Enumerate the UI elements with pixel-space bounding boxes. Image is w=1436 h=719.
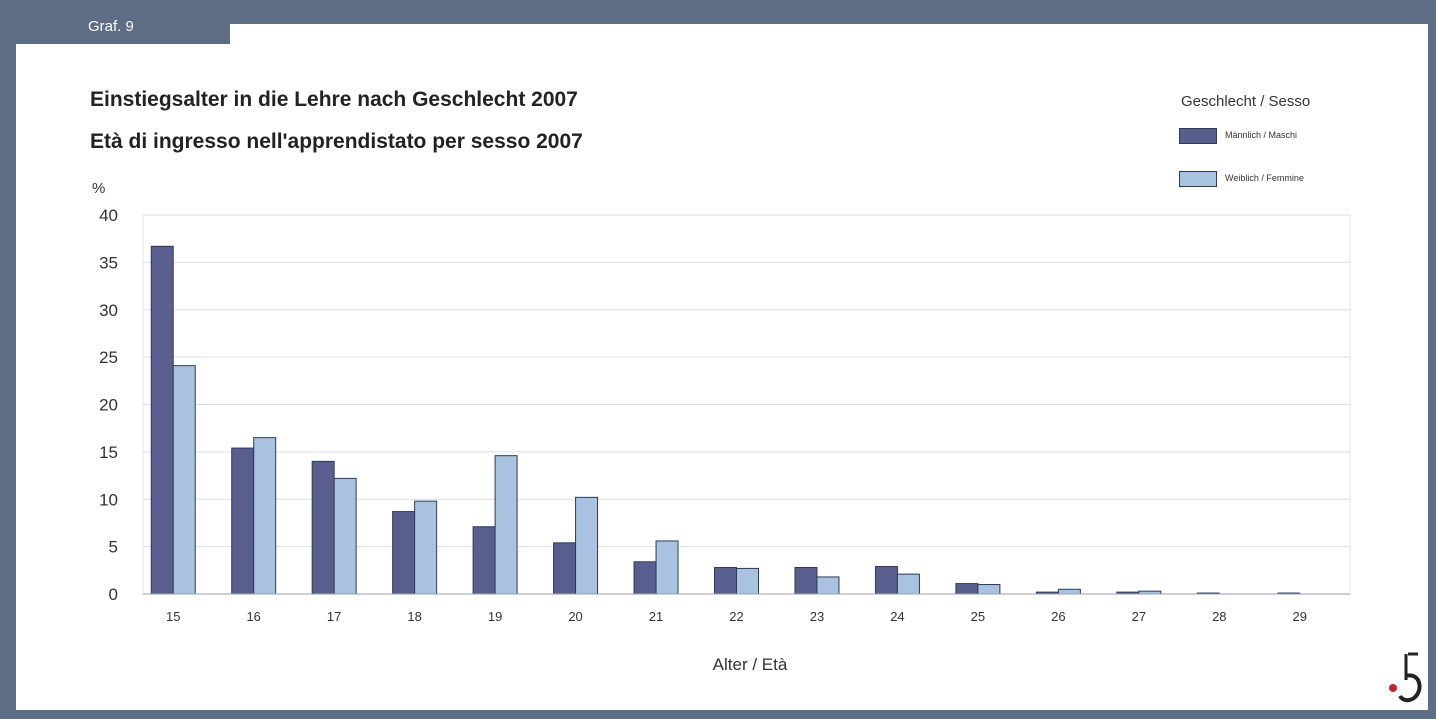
bar-female [172, 365, 196, 595]
x-tick-label: 23 [810, 609, 824, 624]
bar-male [955, 583, 979, 595]
bar-male [150, 245, 174, 595]
y-tick-label: 35 [99, 253, 118, 272]
y-tick-label: 30 [99, 301, 118, 320]
y-tick-label: 40 [99, 206, 118, 225]
x-axis-label: Alter / Età [713, 655, 788, 674]
legend-label-male: Männlich / Maschi [1225, 130, 1298, 140]
x-tick-label: 22 [729, 609, 743, 624]
bar-male [714, 566, 737, 595]
x-tick-label: 18 [407, 609, 421, 624]
x-tick-label: 24 [890, 609, 904, 624]
x-tick-label: 28 [1212, 609, 1226, 624]
x-tick-label: 25 [971, 609, 985, 624]
y-tick-label: 10 [99, 490, 118, 509]
bar-female [1057, 588, 1081, 595]
y-tick-label: 5 [109, 538, 118, 557]
bar-male [794, 566, 818, 595]
y-axis-label: % [92, 180, 105, 197]
bar-male [231, 447, 255, 595]
bar-female [655, 540, 679, 595]
bar-male [311, 460, 335, 595]
bar-female [816, 576, 840, 595]
chart-title: Einstiegsalter in die Lehre nach Geschle… [90, 88, 578, 111]
bar-male [472, 526, 496, 595]
bar-male [633, 561, 657, 595]
y-tick-label: 20 [99, 396, 118, 415]
legend-title: Geschlecht / Sesso [1181, 93, 1311, 110]
legend-swatch-male [1179, 128, 1217, 144]
y-tick-label: 0 [109, 585, 118, 604]
x-tick-label: 27 [1132, 609, 1146, 624]
bar-female [977, 584, 1001, 595]
bar-female [414, 500, 438, 595]
astat-logo-icon [1389, 652, 1422, 703]
x-tick-label: 29 [1293, 609, 1307, 624]
x-tick-label: 15 [166, 609, 180, 624]
bar-male [553, 542, 577, 595]
x-tick-label: 17 [327, 609, 341, 624]
bar-female [494, 455, 518, 595]
y-tick-label: 25 [99, 348, 118, 367]
x-tick-label: 16 [246, 609, 260, 624]
x-tick-label: 19 [488, 609, 502, 624]
bar-female [333, 477, 357, 595]
legend-label-female: Weiblich / Femmine [1225, 173, 1304, 183]
x-tick-label: 21 [649, 609, 663, 624]
bar-female [736, 567, 759, 595]
bar-female [575, 496, 599, 595]
x-tick-label: 26 [1051, 609, 1065, 624]
bar-male [392, 511, 416, 595]
x-tick-label: 20 [568, 609, 582, 624]
figure-tab-label: Graf. 9 [16, 10, 230, 44]
bar-female [896, 573, 920, 595]
y-tick-label: 15 [99, 443, 118, 462]
bar-male [874, 566, 898, 595]
legend-swatch-female [1179, 171, 1217, 187]
chart-subtitle: Età di ingresso nell'apprendistato per s… [90, 130, 583, 153]
bar-female [253, 437, 277, 595]
